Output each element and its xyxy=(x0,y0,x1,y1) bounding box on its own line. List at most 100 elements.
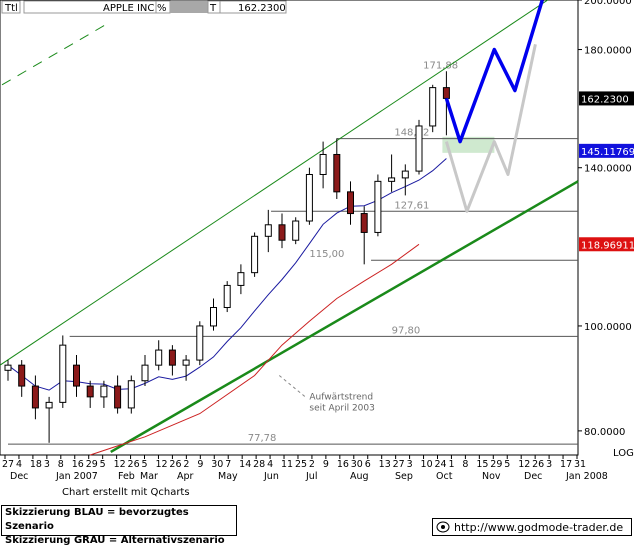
candle xyxy=(155,340,163,371)
candle-body xyxy=(264,224,272,237)
x-day-label: 5 xyxy=(142,459,148,470)
x-day-label: 26 xyxy=(128,459,140,470)
x-day-label: 12 xyxy=(518,459,530,470)
candle-body xyxy=(18,364,26,387)
candle xyxy=(278,213,286,249)
candle-body xyxy=(86,385,94,398)
candle-body xyxy=(100,385,108,398)
moving-average-red xyxy=(90,243,420,456)
candle xyxy=(333,138,341,199)
chart-credit: Chart erstellt mit Qcharts xyxy=(62,487,190,498)
candle-body xyxy=(292,220,300,241)
x-day-label: 5 xyxy=(100,459,106,470)
candle xyxy=(86,380,94,408)
candle xyxy=(292,217,300,245)
candle-body xyxy=(141,364,149,382)
x-day-label: 26 xyxy=(169,459,181,470)
candle xyxy=(114,375,122,414)
x-month-label: Aug xyxy=(350,471,369,482)
x-day-label: 16 xyxy=(337,459,349,470)
candle-body xyxy=(196,325,204,361)
x-day-label: 16 xyxy=(72,459,84,470)
scenario-blue-path xyxy=(444,0,544,144)
candle xyxy=(168,345,176,376)
candle-body xyxy=(429,87,437,127)
candle-body xyxy=(31,385,39,409)
y-tick-label: 200.0000 xyxy=(584,0,632,7)
candle xyxy=(127,375,135,414)
scenario-legend: Skizzierung BLAU = bevorzugtes Szenario … xyxy=(1,505,237,546)
x-month-label: Oct xyxy=(436,471,453,482)
x-day-label: 2 xyxy=(183,459,189,470)
header-field-label-box xyxy=(1,0,21,14)
x-month-label: Nov xyxy=(482,471,501,482)
legend-line-grey: Skizzierung GRAU = Alternativszenario xyxy=(5,535,225,546)
level-label: 171,88 xyxy=(423,60,458,71)
x-day-label: 2 xyxy=(309,459,315,470)
candle-body xyxy=(127,380,135,409)
candle xyxy=(196,321,204,366)
candle xyxy=(210,298,217,331)
candle-body xyxy=(114,385,122,409)
header-type: T xyxy=(209,3,217,14)
x-day-label: 10 xyxy=(421,459,433,470)
upper-channel-line xyxy=(0,0,549,366)
x-day-label: 29 xyxy=(86,459,98,470)
x-month-label: Jul xyxy=(305,471,317,482)
x-day-label: 30 xyxy=(351,459,363,470)
x-month-label: Mar xyxy=(140,471,158,482)
candle-body xyxy=(442,87,450,99)
candle-body xyxy=(305,173,313,222)
candle xyxy=(182,355,190,381)
y-tick-label: 180.0000 xyxy=(584,46,632,57)
x-day-label: 13 xyxy=(379,459,391,470)
price-badge: 145.11769 xyxy=(579,143,635,158)
website-url[interactable]: http://www.godmode-trader.de xyxy=(454,521,624,534)
header-last-box xyxy=(219,0,287,14)
candle-body xyxy=(168,349,176,366)
candle xyxy=(429,84,437,133)
candle xyxy=(415,119,423,175)
x-day-label: 30 xyxy=(211,459,223,470)
candle xyxy=(73,355,80,397)
header-unit: % xyxy=(157,3,167,14)
x-day-label: 3 xyxy=(407,459,413,470)
x-day-label: 15 xyxy=(476,459,488,470)
candle-body xyxy=(73,364,80,387)
candle-body xyxy=(278,224,286,241)
price-badge-bg xyxy=(579,237,634,252)
candle-body xyxy=(415,125,423,172)
candle-body xyxy=(182,359,190,366)
candle xyxy=(223,281,231,313)
price-badge: 162.2300 xyxy=(579,91,634,106)
x-day-label: 17 xyxy=(560,459,572,470)
candle-body xyxy=(347,191,354,215)
x-day-label: 26 xyxy=(532,459,544,470)
plot-area xyxy=(0,0,579,456)
x-day-label: 12 xyxy=(155,459,167,470)
header-symbol: APPLE INC xyxy=(103,3,154,14)
x-day-label: 31 xyxy=(574,459,586,470)
x-month-label: May xyxy=(218,471,238,482)
x-day-label: 4 xyxy=(267,459,273,470)
level-label: 148,92 xyxy=(394,128,429,139)
candle xyxy=(319,141,327,189)
candle xyxy=(59,335,67,408)
candle xyxy=(141,355,149,387)
y-axis-scale-label: LOG xyxy=(613,448,634,459)
x-day-label: 8 xyxy=(462,459,468,470)
candle xyxy=(374,174,382,237)
y-tick-label: 100.0000 xyxy=(584,322,632,333)
candle xyxy=(251,232,259,277)
candle-body xyxy=(333,153,341,193)
x-day-label: 12 xyxy=(114,459,126,470)
candle xyxy=(388,154,396,192)
x-day-label: 27 xyxy=(2,459,14,470)
website-link[interactable]: http://www.godmode-trader.de xyxy=(432,518,632,536)
x-day-label: 3 xyxy=(546,459,552,470)
x-month-label: Apr xyxy=(177,471,194,482)
candle xyxy=(31,375,39,420)
candle-body xyxy=(45,401,53,409)
candle-body xyxy=(251,235,259,274)
candle-body xyxy=(237,272,245,286)
